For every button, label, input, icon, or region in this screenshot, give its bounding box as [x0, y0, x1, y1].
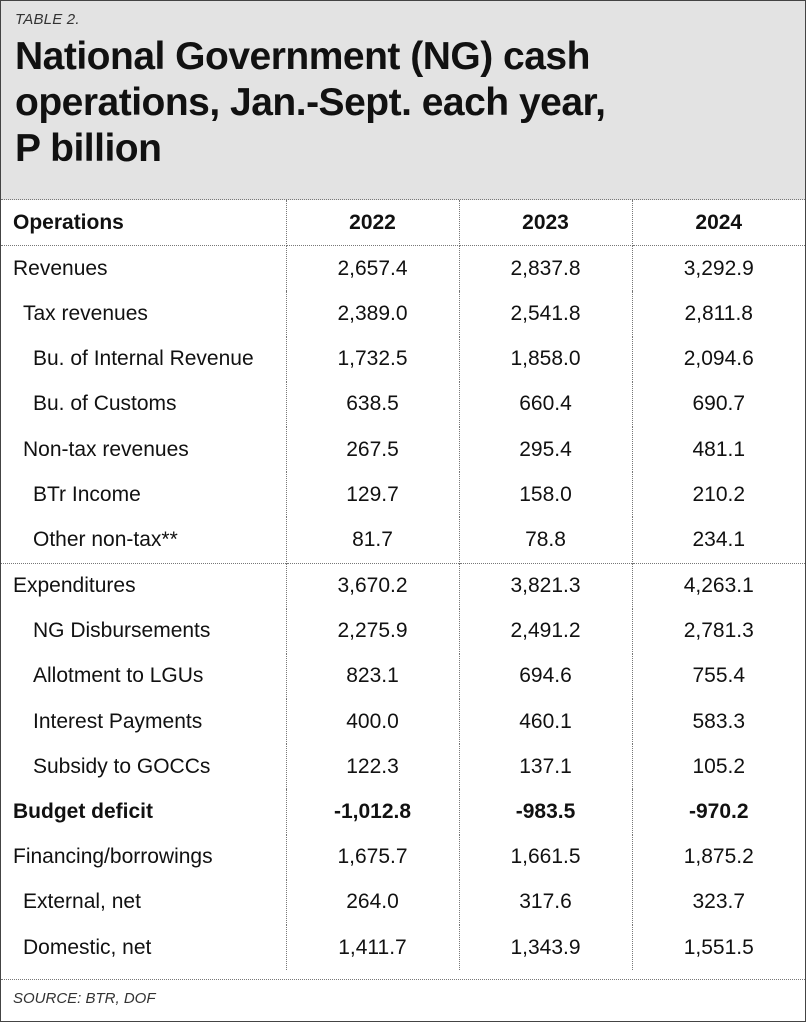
- cell-2023: 1,343.9: [459, 925, 633, 971]
- cell-2022: 264.0: [286, 879, 460, 925]
- table-number-label: TABLE 2.: [15, 11, 80, 28]
- cell-2022: 3,670.2: [286, 562, 460, 609]
- cell-2024: 105.2: [692, 754, 746, 778]
- row-label: Bu. of Customs: [1, 381, 287, 427]
- title-line: operations, Jan.-Sept. each year,: [15, 81, 606, 124]
- row-label: Revenues: [1, 245, 287, 292]
- cell-2023: 1,661.5: [459, 834, 633, 880]
- table-row: BTr Income 129.7 158.0 210.2: [1, 472, 805, 518]
- cell-2022: 267.5: [286, 426, 460, 473]
- cell-2022: 81.7: [286, 517, 460, 563]
- table-row: External, net 264.0 317.6 323.7: [1, 879, 805, 925]
- cell-2023: 295.4: [459, 426, 633, 473]
- column-header-operations: Operations: [1, 200, 287, 247]
- table-row: Expenditures 3,670.2 3,821.3 4,263.1: [1, 562, 805, 609]
- row-label: Domestic, net: [1, 925, 287, 971]
- row-label: Expenditures: [1, 562, 287, 609]
- row-label: Tax revenues: [1, 291, 287, 337]
- cell-2024: 583.3: [692, 709, 746, 733]
- cell-2024: 755.4: [692, 664, 746, 688]
- table-row: Financing/borrowings 1,675.7 1,661.5 1,875.…: [1, 834, 805, 880]
- table-body: Revenues 2,657.4 2,837.8 3,292.9 Tax revenue…: [1, 245, 805, 971]
- row-label: External, net: [1, 879, 287, 925]
- title-line: National Government (NG) cash: [15, 35, 590, 78]
- column-header-2022: 2022: [286, 200, 460, 247]
- cell-2022: 1,411.7: [286, 925, 460, 971]
- cell-2024: 1,551.5: [683, 935, 754, 959]
- row-label: Other non-tax**: [1, 517, 287, 563]
- table-row: Tax revenues 2,389.0 2,541.8 2,811.8: [1, 291, 805, 337]
- cell-2023: 137.1: [459, 744, 633, 790]
- cell-2023: 2,837.8: [459, 245, 633, 292]
- column-header-2024: 2024: [632, 200, 805, 247]
- source-note: SOURCE: BTR, DOF: [1, 979, 805, 1021]
- cell-2023: 694.6: [459, 653, 633, 700]
- table-row: Allotment to LGUs 823.1 694.6 755.4: [1, 653, 805, 700]
- cell-2022: 122.3: [286, 744, 460, 790]
- table-title: National Government (NG) cash operations…: [15, 34, 791, 172]
- cell-2022: 129.7: [286, 472, 460, 518]
- cell-2024: 690.7: [692, 392, 746, 416]
- cell-2022: 2,275.9: [286, 608, 460, 654]
- column-header-2023: 2023: [459, 200, 633, 247]
- cell-2023: 317.6: [459, 879, 633, 925]
- cell-2023: 660.4: [459, 381, 633, 427]
- cell-2022: 638.5: [286, 381, 460, 427]
- cell-2022: 400.0: [286, 699, 460, 745]
- row-label: NG Disbursements: [1, 608, 287, 654]
- cell-2023: 2,491.2: [459, 608, 633, 654]
- cell-2022: 2,389.0: [286, 291, 460, 337]
- row-label: Interest Payments: [1, 699, 287, 745]
- row-label: Financing/borrowings: [1, 834, 287, 880]
- table-row: Budget deficit -1,012.8 -983.5 -970.2: [1, 789, 805, 835]
- cell-2024: 481.1: [692, 437, 746, 461]
- cell-2022: 1,675.7: [286, 834, 460, 880]
- cell-2024: 234.1: [692, 527, 746, 551]
- cell-2024: 1,875.2: [683, 845, 754, 869]
- table-row: Non-tax revenues 267.5 295.4 481.1: [1, 426, 805, 473]
- cell-2023: 1,858.0: [459, 336, 633, 382]
- cell-2024: -970.2: [688, 800, 749, 824]
- title-line: P billion: [15, 127, 162, 170]
- row-label: Non-tax revenues: [1, 426, 287, 473]
- table-row: NG Disbursements 2,275.9 2,491.2 2,781.3: [1, 608, 805, 654]
- cell-2024: 2,094.6: [683, 347, 754, 371]
- cell-2024: 323.7: [692, 890, 746, 914]
- table-row: Other non-tax** 81.7 78.8 234.1: [1, 517, 805, 563]
- table-row: Bu. of Internal Revenue 1,732.5 1,858.0 2,0…: [1, 336, 805, 382]
- cell-2023: 78.8: [459, 517, 633, 563]
- data-table: Operations 2022 2023 2024 Revenues 2,657.…: [1, 200, 805, 971]
- table-row: Domestic, net 1,411.7 1,343.9 1,551.5: [1, 925, 805, 971]
- cell-2023: -983.5: [459, 789, 633, 835]
- cell-2024: 4,263.1: [632, 562, 805, 609]
- cell-2022: 823.1: [286, 653, 460, 700]
- row-label: Allotment to LGUs: [1, 653, 287, 700]
- table-header: TABLE 2. National Government (NG) cash o…: [1, 1, 805, 200]
- row-label: BTr Income: [1, 472, 287, 518]
- row-label: Budget deficit: [1, 789, 287, 835]
- cell-2023: 3,821.3: [459, 562, 633, 609]
- cell-2023: 460.1: [459, 699, 633, 745]
- column-header-row: Operations 2022 2023 2024: [1, 200, 805, 247]
- table-row: Interest Payments 400.0 460.1 583.3: [1, 699, 805, 745]
- cell-2023: 158.0: [459, 472, 633, 518]
- table-row: Bu. of Customs 638.5 660.4 690.7: [1, 381, 805, 427]
- row-label: Subsidy to GOCCs: [1, 744, 287, 790]
- cell-2024: 3,292.9: [683, 256, 754, 280]
- table-row: Subsidy to GOCCs 122.3 137.1 105.2: [1, 744, 805, 790]
- cell-2024: 2,811.8: [684, 301, 753, 325]
- cell-2022: -1,012.8: [286, 789, 460, 835]
- cell-2024: 210.2: [692, 482, 746, 506]
- row-label: Bu. of Internal Revenue: [1, 336, 287, 382]
- table-row: Revenues 2,657.4 2,837.8 3,292.9: [1, 245, 805, 292]
- cell-2022: 1,732.5: [286, 336, 460, 382]
- cell-2024: 2,781.3: [683, 619, 754, 643]
- cell-2022: 2,657.4: [286, 245, 460, 292]
- cell-2023: 2,541.8: [459, 291, 633, 337]
